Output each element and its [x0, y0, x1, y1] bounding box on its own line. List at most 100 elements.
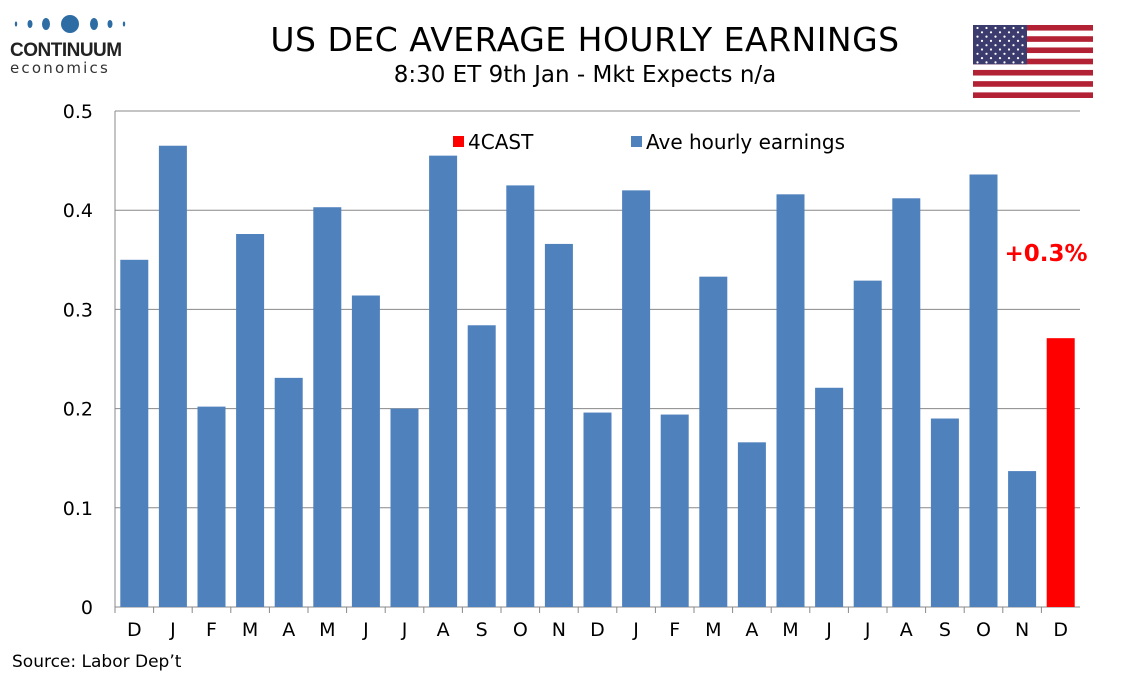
flag-stripe	[973, 36, 1093, 43]
bar	[1046, 338, 1075, 607]
legend-label: 4CAST	[468, 130, 534, 154]
flag-stripe	[973, 69, 1093, 76]
logo-subtitle: economics	[10, 59, 110, 77]
x-tick-label: A	[900, 619, 913, 641]
flag-star	[1016, 57, 1020, 60]
x-tick-label: M	[242, 619, 258, 641]
y-tick-label: 0.4	[63, 200, 93, 222]
bar	[815, 387, 844, 607]
x-tick-label: O	[513, 619, 528, 641]
flag-stripe	[973, 53, 1093, 59]
flag-stripe	[973, 86, 1093, 93]
x-tick-label: J	[169, 619, 176, 641]
x-tick-label: J	[825, 619, 832, 641]
x-tick-label: S	[939, 619, 951, 641]
y-tick-label: 0.3	[63, 299, 93, 321]
flag-star	[1012, 52, 1015, 55]
flag-star	[1003, 35, 1006, 38]
flag-star	[1007, 57, 1011, 60]
flag-star	[998, 48, 1002, 51]
chart-title: US DEC AVERAGE HOURLY EARNINGS	[270, 20, 900, 59]
x-tick-label: D	[590, 619, 605, 641]
source-note: Source: Labor Dep’t	[12, 652, 182, 672]
flag-star	[980, 39, 984, 42]
flag-star	[994, 26, 997, 30]
flag-star	[994, 52, 997, 55]
flag-star	[976, 26, 979, 30]
bar	[583, 412, 612, 607]
x-tick-label: J	[864, 619, 871, 641]
flag-star	[976, 44, 979, 47]
y-tick-label: 0.1	[63, 498, 93, 520]
bar	[197, 406, 226, 607]
flag-stripe	[973, 75, 1093, 82]
x-tick-label: J	[632, 619, 639, 641]
bar	[158, 145, 187, 607]
x-tick-label: M	[782, 619, 798, 641]
bar	[313, 207, 342, 607]
bar-chart: 0 0.1 0.2 0.3 0.4 0.5 D J F M A M J J A S O N D J F M A M J J A S O N…	[63, 101, 1088, 641]
x-tick-label: O	[976, 619, 991, 641]
y-tick-label: 0	[81, 597, 93, 619]
x-tick-label: D	[127, 619, 142, 641]
bar	[506, 185, 535, 607]
flag-stripe	[973, 92, 1093, 98]
flag-star	[994, 44, 997, 47]
flag-star	[985, 52, 988, 55]
logo-dots-icon	[14, 15, 126, 33]
flag-star	[1012, 61, 1015, 64]
flag-star	[998, 31, 1002, 34]
flag-star	[985, 35, 988, 38]
flag-star	[989, 31, 993, 34]
flag-star	[976, 52, 979, 55]
flag-star	[989, 48, 993, 51]
x-tick-label: M	[319, 619, 335, 641]
flag-stripe	[973, 81, 1093, 88]
x-tick-label: A	[745, 619, 758, 641]
flag-star	[1003, 52, 1006, 55]
flag-star	[1012, 44, 1015, 47]
bar	[660, 414, 689, 607]
y-tick-label: 0.2	[63, 399, 93, 421]
flag-stripe	[973, 58, 1093, 65]
flag-star	[989, 39, 993, 42]
flag-stripe	[973, 30, 1093, 37]
logo-wordmark: CONTINUUM	[10, 40, 122, 61]
legend-swatch	[631, 136, 642, 147]
flag-star	[985, 44, 988, 47]
flag-stripe	[973, 64, 1093, 71]
flag-star	[1007, 39, 1011, 42]
flag-star	[994, 35, 997, 38]
x-tick-label: A	[437, 619, 450, 641]
flag-star	[1021, 44, 1024, 47]
bar	[390, 408, 419, 607]
flag-stripe	[973, 41, 1093, 48]
legend-swatch	[453, 136, 464, 147]
bar	[467, 325, 496, 607]
flag-star	[1003, 26, 1006, 30]
bar	[429, 155, 458, 607]
flag-star	[1016, 48, 1020, 51]
x-tick-label: F	[669, 619, 680, 641]
flag-star	[989, 57, 993, 60]
flag-star	[1021, 52, 1024, 55]
flag-star	[1016, 31, 1020, 34]
bar	[120, 259, 149, 607]
x-tick-label: D	[1053, 619, 1068, 641]
x-tick-label: S	[476, 619, 488, 641]
bar	[699, 276, 728, 607]
flag-star	[1007, 31, 1011, 34]
flag-star	[985, 61, 988, 64]
bar	[1008, 471, 1037, 607]
flag-star	[998, 39, 1002, 42]
bar	[969, 174, 998, 607]
flag-star	[1003, 44, 1006, 47]
flag-star	[976, 35, 979, 38]
flag-star	[994, 61, 997, 64]
legend-label: Ave hourly earnings	[646, 130, 845, 154]
flag-star	[980, 31, 984, 34]
x-tick-label: N	[552, 619, 566, 641]
flag-star	[1007, 48, 1011, 51]
bar	[892, 198, 921, 607]
bar	[544, 243, 573, 608]
